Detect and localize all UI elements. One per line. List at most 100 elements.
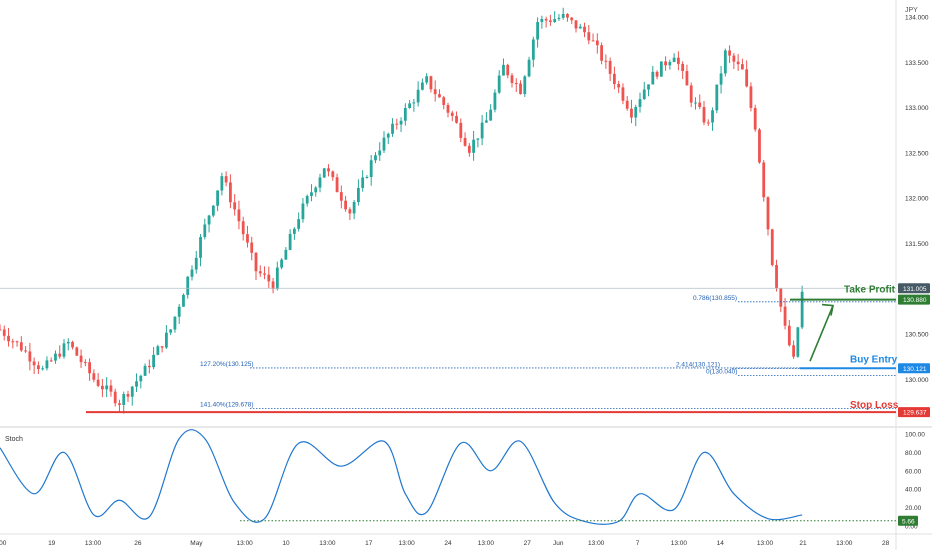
candle-body[interactable] xyxy=(246,234,249,243)
candle-body[interactable] xyxy=(105,385,109,390)
candle-body[interactable] xyxy=(233,202,237,210)
candle-body[interactable] xyxy=(557,17,561,19)
candle-body[interactable] xyxy=(506,64,510,76)
candle-body[interactable] xyxy=(386,133,390,138)
candle-body[interactable] xyxy=(732,55,736,62)
candle-body[interactable] xyxy=(698,102,702,108)
candle-body[interactable] xyxy=(480,122,484,139)
candle-body[interactable] xyxy=(476,138,480,140)
candle-body[interactable] xyxy=(459,122,463,138)
candle-body[interactable] xyxy=(600,45,603,61)
candle-body[interactable] xyxy=(173,316,177,330)
candle-body[interactable] xyxy=(139,375,143,382)
candle-body[interactable] xyxy=(570,17,574,21)
candle-body[interactable] xyxy=(331,171,335,178)
candle-body[interactable] xyxy=(339,192,343,201)
candle-body[interactable] xyxy=(79,355,83,363)
candle-body[interactable] xyxy=(514,82,518,84)
candle-body[interactable] xyxy=(783,306,787,326)
candle-body[interactable] xyxy=(489,109,493,121)
candle-body[interactable] xyxy=(361,177,365,188)
candle-body[interactable] xyxy=(293,228,296,234)
candle-body[interactable] xyxy=(58,353,62,357)
candle-body[interactable] xyxy=(327,168,330,172)
candle-body[interactable] xyxy=(130,386,134,397)
candle-body[interactable] xyxy=(638,99,642,107)
candle-body[interactable] xyxy=(608,60,612,74)
candle-body[interactable] xyxy=(421,82,424,90)
candle-body[interactable] xyxy=(583,26,586,33)
candle-body[interactable] xyxy=(706,122,710,124)
candle-body[interactable] xyxy=(143,365,147,376)
candle-body[interactable] xyxy=(318,177,322,188)
candle-body[interactable] xyxy=(24,350,27,352)
candle-body[interactable] xyxy=(11,341,15,343)
candle-body[interactable] xyxy=(587,32,591,41)
candle-body[interactable] xyxy=(425,76,429,83)
candle-body[interactable] xyxy=(595,40,599,46)
candle-body[interactable] xyxy=(617,84,621,88)
candle-body[interactable] xyxy=(224,176,228,183)
candle-body[interactable] xyxy=(190,269,194,277)
candle-body[interactable] xyxy=(642,89,646,100)
candle-body[interactable] xyxy=(194,257,198,270)
candle-body[interactable] xyxy=(659,61,663,77)
candle-body[interactable] xyxy=(66,341,70,344)
candle-body[interactable] xyxy=(220,176,224,191)
candle-body[interactable] xyxy=(250,242,254,253)
candle-body[interactable] xyxy=(630,108,633,118)
candle-body[interactable] xyxy=(399,120,403,125)
candle-body[interactable] xyxy=(621,87,625,101)
candle-body[interactable] xyxy=(668,61,672,66)
candle-body[interactable] xyxy=(762,162,766,198)
candle-body[interactable] xyxy=(544,18,548,21)
candle-body[interactable] xyxy=(753,107,757,130)
candle-body[interactable] xyxy=(2,329,6,336)
candle-body[interactable] xyxy=(467,145,471,153)
candle-body[interactable] xyxy=(263,273,266,275)
candle-body[interactable] xyxy=(395,123,399,125)
candle-body[interactable] xyxy=(604,60,608,62)
candle-body[interactable] xyxy=(19,342,23,351)
candle-body[interactable] xyxy=(280,259,283,268)
candle-body[interactable] xyxy=(54,353,57,361)
candle-body[interactable] xyxy=(591,40,595,42)
candle-body[interactable] xyxy=(553,18,557,22)
candle-body[interactable] xyxy=(335,177,339,193)
candle-body[interactable] xyxy=(574,20,578,29)
candle-body[interactable] xyxy=(288,233,292,250)
candle-body[interactable] xyxy=(203,224,207,238)
candle-body[interactable] xyxy=(796,327,800,357)
candle-body[interactable] xyxy=(685,71,689,86)
candle-body[interactable] xyxy=(450,112,454,116)
candle-body[interactable] xyxy=(301,203,305,220)
candle-body[interactable] xyxy=(211,205,215,216)
stoch-line[interactable] xyxy=(0,429,803,525)
candle-body[interactable] xyxy=(101,385,104,390)
candle-body[interactable] xyxy=(664,61,667,66)
candle-body[interactable] xyxy=(749,86,753,108)
candle-body[interactable] xyxy=(229,182,232,203)
candle-body[interactable] xyxy=(455,115,458,123)
candle-body[interactable] xyxy=(446,104,450,113)
candle-body[interactable] xyxy=(472,139,475,153)
candle-body[interactable] xyxy=(766,197,770,230)
candle-body[interactable] xyxy=(502,64,505,76)
candle-body[interactable] xyxy=(118,403,121,405)
candle-body[interactable] xyxy=(169,329,173,333)
candle-body[interactable] xyxy=(357,187,360,203)
candle-body[interactable] xyxy=(271,281,275,290)
candle-body[interactable] xyxy=(310,192,313,197)
candle-body[interactable] xyxy=(177,306,181,317)
candle-body[interactable] xyxy=(523,76,527,94)
candle-body[interactable] xyxy=(15,341,19,343)
candle-body[interactable] xyxy=(527,59,531,77)
candle-body[interactable] xyxy=(694,102,697,104)
candle-body[interactable] xyxy=(0,329,2,331)
candle-body[interactable] xyxy=(378,150,382,156)
candle-body[interactable] xyxy=(254,252,258,272)
candle-body[interactable] xyxy=(237,209,241,222)
candle-body[interactable] xyxy=(92,373,96,380)
candle-body[interactable] xyxy=(182,294,185,307)
